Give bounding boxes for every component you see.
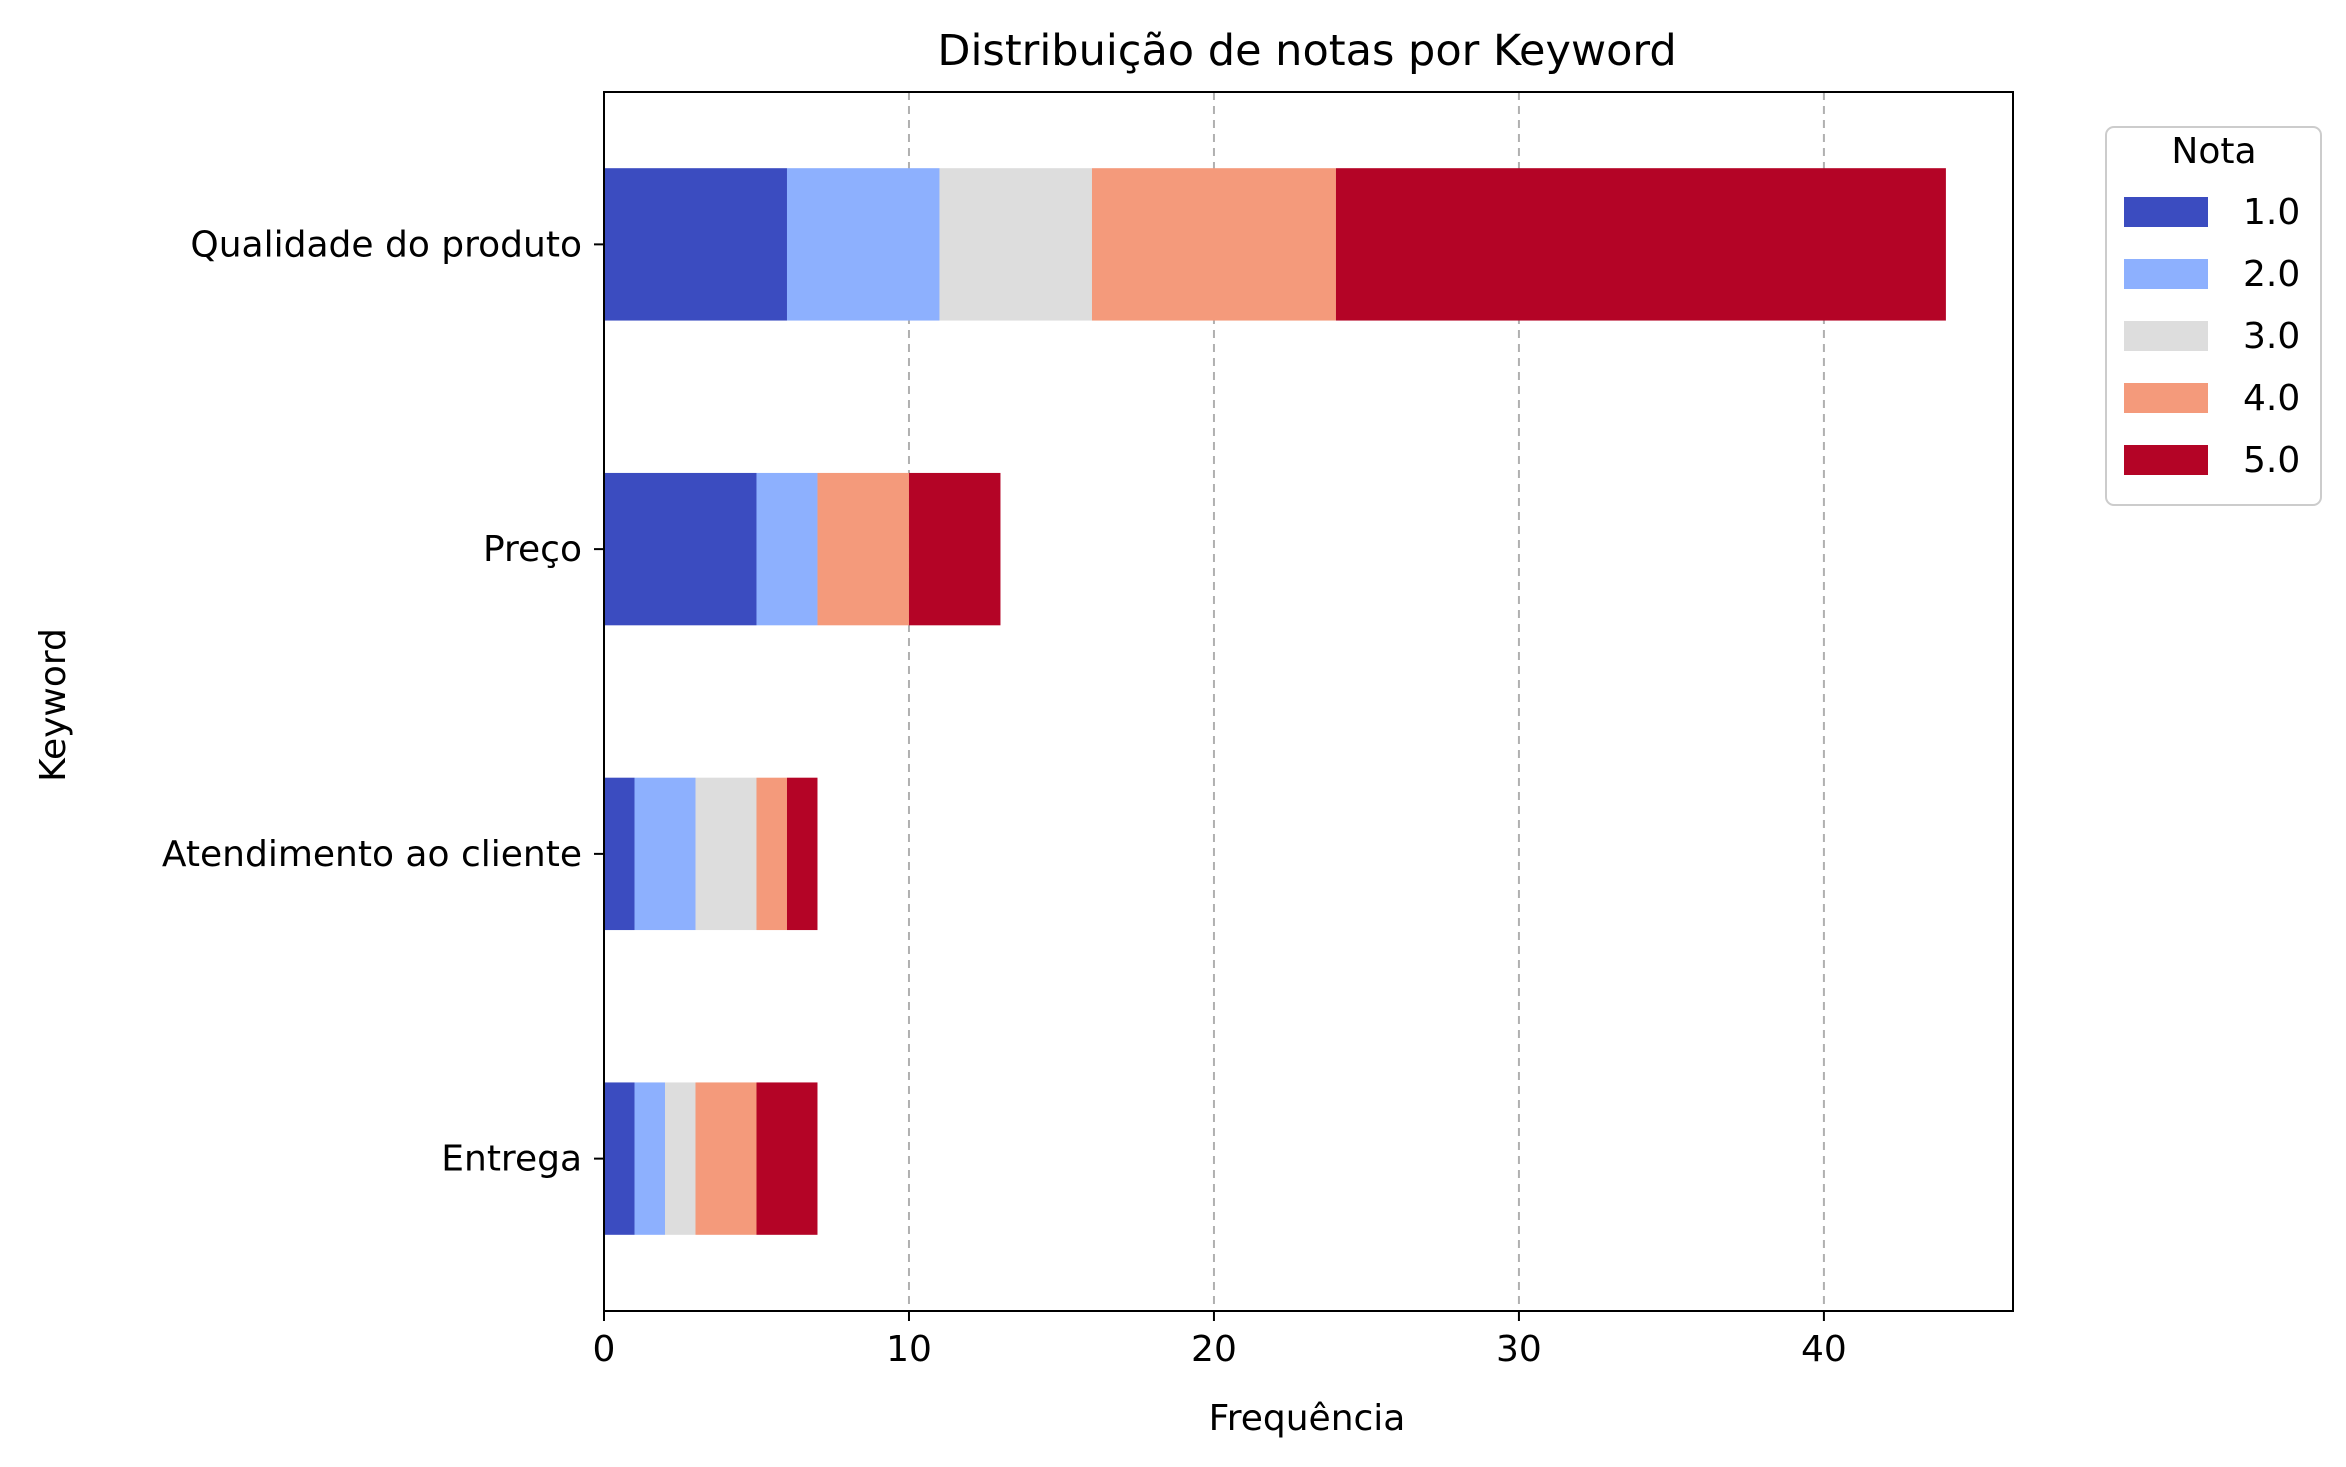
bar-segment — [756, 472, 818, 626]
legend-entry-label: 2.0 — [2243, 254, 2300, 295]
plot-area-frame — [603, 91, 2014, 1312]
bar-segment — [634, 1082, 665, 1235]
legend-swatch — [2124, 259, 2208, 289]
y-axis-ticks: Qualidade do produto Preço Atendimento ao … — [162, 224, 604, 1180]
legend-swatch — [2124, 445, 2208, 475]
bar-segment — [664, 1082, 696, 1235]
bar-segment — [908, 472, 1001, 626]
bar-segment — [817, 472, 909, 626]
y-tick-label: Preço — [483, 529, 582, 570]
y-tick-label: Entrega — [441, 1139, 582, 1180]
y-axis-label: Keyword — [33, 628, 74, 782]
bar-segment — [604, 1082, 635, 1235]
bar-segment — [756, 777, 787, 931]
bar-segment — [634, 777, 696, 931]
legend-entry-label: 4.0 — [2243, 378, 2300, 419]
bar-segment — [1091, 168, 1336, 321]
bar-segment — [604, 168, 787, 321]
x-axis-ticks: 0 10 20 30 40 — [593, 1311, 1847, 1370]
legend-entry-label: 3.0 — [2243, 316, 2300, 357]
y-tick-label: Atendimento ao cliente — [162, 834, 582, 875]
bar-segment — [604, 472, 757, 626]
bar-segment — [695, 777, 757, 931]
chart-title: Distribuição de notas por Keyword — [937, 26, 1676, 76]
legend: Nota 1.0 2.0 3.0 4.0 5.0 — [2105, 126, 2322, 506]
legend-swatch — [2124, 197, 2208, 227]
y-tick-label: Qualidade do produto — [190, 224, 582, 265]
bars-layer — [604, 168, 1946, 1235]
legend-entry-label: 1.0 — [2243, 192, 2300, 233]
legend-swatch — [2124, 321, 2208, 351]
x-tick-label: 10 — [886, 1329, 932, 1370]
bar-segment — [695, 1082, 757, 1235]
bar-segment — [786, 168, 940, 321]
x-tick-label: 40 — [1801, 1329, 1847, 1370]
x-tick-label: 30 — [1496, 1329, 1542, 1370]
bar-segment — [756, 1082, 818, 1235]
legend-items: 1.0 2.0 3.0 4.0 5.0 — [2124, 192, 2300, 481]
bar-segment — [604, 777, 635, 931]
bar-segment — [939, 168, 1092, 321]
x-tick-label: 0 — [593, 1329, 616, 1370]
x-axis-label: Frequência — [1209, 1398, 1406, 1439]
bar-segment — [786, 777, 818, 931]
legend-entry-label: 5.0 — [2243, 440, 2300, 481]
x-tick-label: 20 — [1191, 1329, 1237, 1370]
legend-swatch — [2124, 383, 2208, 413]
bar-segment — [1335, 168, 1946, 321]
legend-title: Nota — [2171, 131, 2256, 172]
